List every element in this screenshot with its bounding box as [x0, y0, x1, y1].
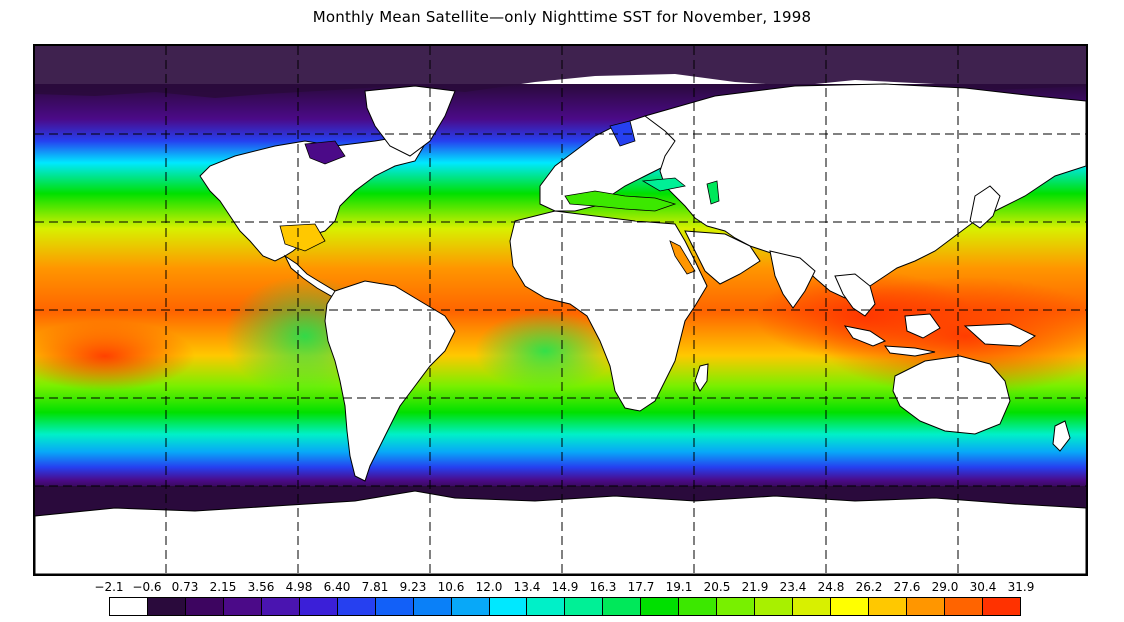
colorbar-tick-label: 31.9: [1007, 580, 1035, 594]
page-title: Monthly Mean Satellite—only Nighttime SS…: [312, 8, 812, 26]
colorbar-tick-label: 9.23: [399, 580, 427, 594]
colorbar-cell: [110, 598, 148, 615]
colorbar-cell: [907, 598, 945, 615]
colorbar-cell: [565, 598, 604, 615]
colorbar-tick-label: 4.98: [285, 580, 313, 594]
colorbar-cell: [489, 598, 528, 615]
colorbar-tick-label: 10.6: [437, 580, 465, 594]
colorbar-cell: [185, 598, 224, 615]
java: [883, 345, 936, 357]
caspian-sea: [706, 180, 720, 205]
colorbar-cell: [793, 598, 832, 615]
pacific-warm-area: [35, 321, 195, 391]
colorbar-tick-label: −2.1: [94, 580, 124, 594]
colorbar-tick-label: 21.9: [741, 580, 769, 594]
colorbar-cell: [869, 598, 908, 615]
sst-map-canvas: [35, 46, 1086, 574]
colorbar-cell: [451, 598, 490, 615]
colorbar-cell: [147, 598, 186, 615]
colorbar-cell: [527, 598, 566, 615]
gulf-of-mexico: [279, 223, 326, 252]
arabian-peninsula: [684, 230, 761, 285]
colorbar-tick-label: 13.4: [513, 580, 541, 594]
colorbar-tick-label: 27.6: [893, 580, 921, 594]
colorbar-tick-label: 7.81: [361, 580, 389, 594]
colorbar-tick-label: 19.1: [665, 580, 693, 594]
colorbar-tick-label: 17.7: [627, 580, 655, 594]
lat-lon-grid: [35, 46, 1086, 574]
sst-map: [33, 44, 1088, 576]
colorbar-tick-label: 26.2: [855, 580, 883, 594]
colorbar-cell: [641, 598, 680, 615]
colorbar-cell: [982, 598, 1020, 615]
greenland: [364, 85, 456, 157]
arctic-sea-ice: [35, 46, 1086, 98]
mediterranean-sea: [564, 190, 677, 212]
colorbar-tick-label: 12.0: [475, 580, 503, 594]
colorbar-cell: [261, 598, 300, 615]
colorbar-cell: [375, 598, 414, 615]
colorbar-cell: [755, 598, 794, 615]
colorbar-cell: [831, 598, 870, 615]
colorbar-cell: [413, 598, 452, 615]
new-zealand: [1052, 420, 1071, 452]
colorbar-tick-label: 29.0: [931, 580, 959, 594]
new-guinea: [963, 323, 1037, 347]
colorbar: [109, 597, 1021, 616]
colorbar-tick-label: −0.6: [132, 580, 162, 594]
colorbar-tick-label: 20.5: [703, 580, 731, 594]
australia: [892, 355, 1011, 435]
colorbar-cell: [717, 598, 756, 615]
colorbar-cell: [337, 598, 376, 615]
madagascar: [694, 363, 709, 392]
colorbar-tick-label: 6.40: [323, 580, 351, 594]
south-america: [324, 280, 456, 482]
hudson-bay: [304, 140, 346, 165]
colorbar-tick-label: 16.3: [589, 580, 617, 594]
africa: [509, 210, 708, 412]
japan: [969, 185, 1001, 229]
colorbar-tick-label: 2.15: [209, 580, 237, 594]
red-sea: [669, 240, 696, 275]
colorbar-tick-label: 14.9: [551, 580, 579, 594]
colorbar-tick-label: 30.4: [969, 580, 997, 594]
colorbar-tick-label: 23.4: [779, 580, 807, 594]
inland-seas: [279, 120, 720, 275]
baltic-sea: [609, 120, 636, 147]
atlantic-cool-tongue: [475, 311, 615, 391]
black-sea: [641, 177, 686, 192]
colorbar-cell: [223, 598, 262, 615]
indian-subcontinent: [769, 250, 816, 309]
colorbar-cell: [299, 598, 338, 615]
colorbar-tick-label: 0.73: [171, 580, 199, 594]
sumatra: [843, 325, 887, 347]
colorbar-cell: [679, 598, 718, 615]
colorbar-cell: [944, 598, 983, 615]
borneo: [904, 313, 941, 339]
colorbar-tick-labels: −2.1 −0.6 0.73 2.15 3.56 4.98 6.40 7.81 9.23 10.6…: [0, 580, 1124, 596]
colorbar-tick-label: 24.8: [817, 580, 845, 594]
colorbar-cell: [603, 598, 642, 615]
colorbar-tick-label: 3.56: [247, 580, 275, 594]
